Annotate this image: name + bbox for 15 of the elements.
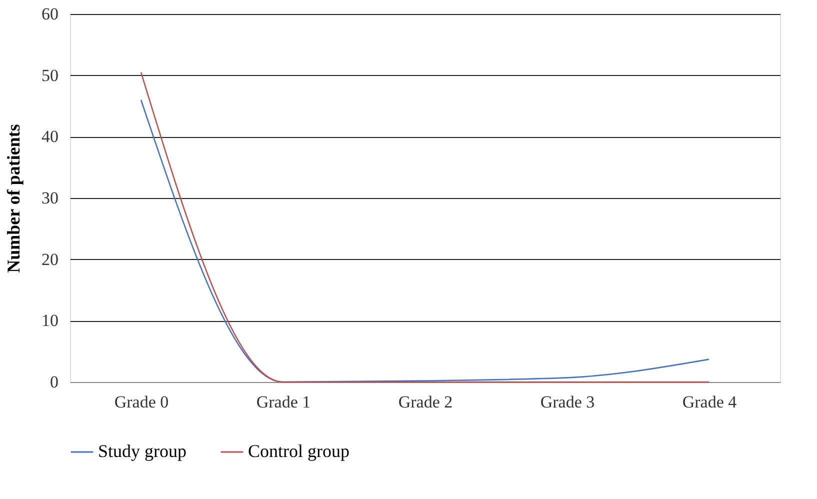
y-tick-label: 60	[42, 4, 58, 24]
x-tick-label: Grade 4	[682, 392, 738, 412]
y-tick-label: 0	[50, 372, 58, 392]
y-tick-label: 10	[42, 311, 58, 330]
y-tick-label: 30	[42, 188, 58, 208]
x-tick-label: Grade 3	[540, 392, 595, 412]
y-tick-label: 40	[42, 127, 58, 146]
y-tick-label: 50	[42, 66, 58, 85]
legend-label: Control group	[248, 441, 350, 461]
legend-label: Study group	[98, 441, 187, 461]
y-tick-label: 20	[42, 250, 58, 269]
x-tick-label: Grade 0	[114, 392, 169, 412]
y-axis-title: Number of patients	[4, 124, 24, 273]
x-tick-label: Grade 1	[256, 392, 311, 412]
x-tick-label: Grade 2	[398, 392, 453, 412]
